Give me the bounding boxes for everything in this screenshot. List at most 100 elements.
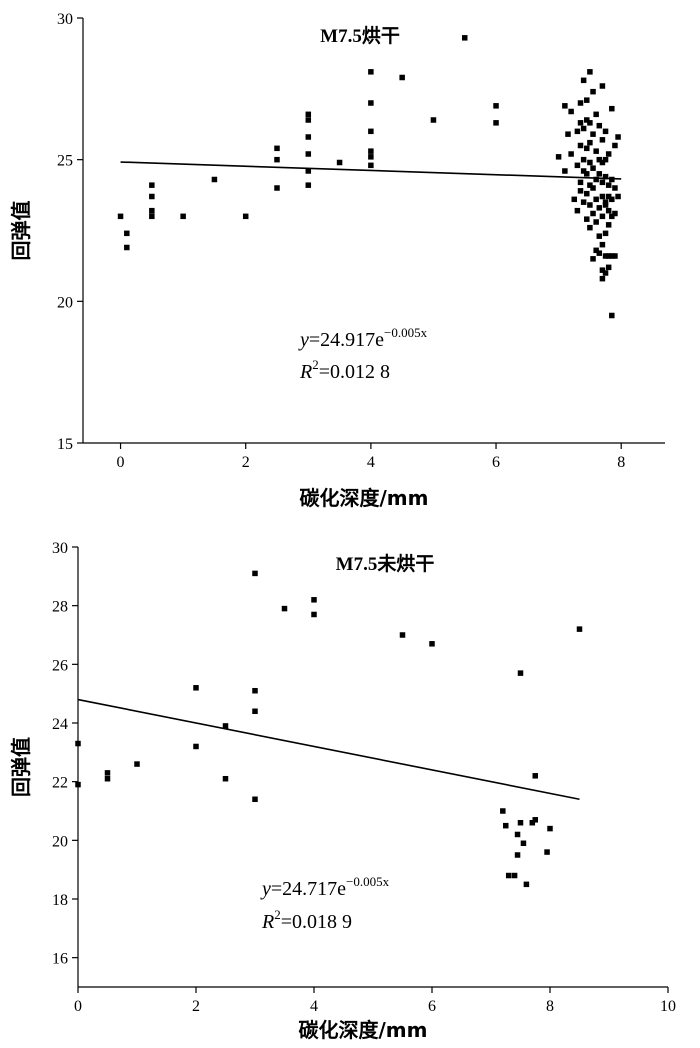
data-point	[117, 213, 124, 220]
data-point	[580, 156, 587, 163]
data-point	[599, 83, 606, 89]
x-tick-label: 0	[74, 998, 82, 1015]
x-tick-label: 8	[617, 454, 625, 471]
data-point	[580, 199, 587, 205]
x-tick-label: 4	[310, 998, 318, 1015]
data-point	[599, 137, 606, 143]
data-point	[104, 770, 111, 776]
data-point	[590, 131, 596, 137]
data-point	[547, 825, 553, 832]
y-tick-label: 20	[52, 833, 68, 850]
data-point	[584, 117, 590, 123]
data-point	[615, 193, 621, 200]
r-squared: R2=0.012 8	[299, 357, 390, 383]
data-point	[596, 205, 603, 211]
data-point	[602, 230, 609, 237]
data-point	[602, 199, 609, 205]
data-point	[399, 74, 405, 81]
data-point	[590, 88, 596, 95]
data-point	[587, 159, 593, 166]
data-point	[368, 100, 374, 106]
data-point	[134, 761, 140, 767]
data-point	[274, 185, 280, 191]
data-point	[180, 213, 186, 220]
data-point	[599, 179, 606, 186]
y-tick-label: 28	[52, 599, 68, 616]
data-point	[602, 253, 609, 259]
data-point	[596, 171, 603, 177]
x-tick-label: 8	[546, 998, 554, 1015]
data-point	[587, 69, 593, 75]
x-tick-label: 10	[660, 998, 676, 1015]
chart-title: M7.5未烘干	[336, 552, 435, 575]
data-point	[305, 182, 312, 188]
x-tick-label: 6	[492, 454, 500, 471]
data-point	[577, 179, 584, 186]
data-point	[577, 142, 584, 149]
data-point	[584, 171, 590, 177]
data-point	[602, 270, 609, 276]
data-point	[596, 250, 603, 256]
y-tick-label: 20	[57, 294, 73, 311]
data-point	[605, 151, 612, 157]
data-point	[193, 685, 199, 691]
data-point	[605, 253, 612, 259]
data-point	[222, 775, 229, 782]
data-point	[305, 168, 312, 174]
fit-equation: y=24.717e−0.005x	[260, 874, 390, 900]
data-point	[580, 77, 587, 84]
data-point	[149, 193, 155, 200]
y-tick-label: 16	[52, 951, 68, 968]
data-point	[461, 35, 468, 41]
data-point	[590, 210, 596, 217]
data-point	[599, 267, 606, 273]
data-point	[368, 128, 374, 135]
data-point	[577, 100, 584, 106]
data-point	[599, 193, 606, 200]
data-point	[505, 872, 512, 879]
data-point	[584, 190, 590, 197]
data-point	[602, 156, 609, 163]
y-tick-label: 22	[52, 775, 68, 792]
data-point	[562, 168, 568, 174]
data-point	[568, 108, 574, 115]
data-point	[574, 128, 581, 135]
y-tick-label: 18	[52, 892, 68, 909]
data-point	[596, 156, 603, 163]
data-point	[584, 97, 590, 103]
data-point	[252, 570, 258, 577]
fit-line	[120, 161, 622, 180]
data-point	[399, 632, 406, 638]
data-point	[305, 117, 312, 123]
y-tick-label: 25	[57, 153, 73, 170]
data-point	[311, 597, 317, 603]
data-point	[602, 202, 609, 208]
data-point	[274, 145, 280, 152]
data-point	[599, 159, 606, 166]
data-point	[587, 139, 593, 146]
data-point	[605, 193, 612, 200]
data-point	[612, 253, 618, 259]
data-point	[532, 773, 538, 779]
data-point	[609, 105, 615, 112]
data-point	[609, 196, 615, 203]
data-point	[568, 151, 574, 157]
data-point	[75, 781, 81, 788]
data-point	[252, 708, 258, 715]
chart-undried: 0 2 4 6 8 101618202224262830碳化深度/mm回弹值M7.5未烘干…	[9, 540, 676, 1042]
data-point	[580, 125, 587, 132]
x-tick-label: 2	[242, 454, 250, 471]
data-point	[580, 168, 587, 174]
data-point	[587, 224, 593, 231]
data-point	[430, 117, 437, 123]
data-point	[599, 241, 606, 248]
data-point	[605, 264, 612, 271]
data-point	[587, 120, 593, 126]
data-point	[149, 207, 155, 214]
y-tick-label: 30	[57, 11, 73, 28]
data-point	[336, 159, 343, 166]
data-point	[593, 196, 599, 203]
data-point	[517, 670, 524, 676]
data-point	[311, 611, 317, 618]
